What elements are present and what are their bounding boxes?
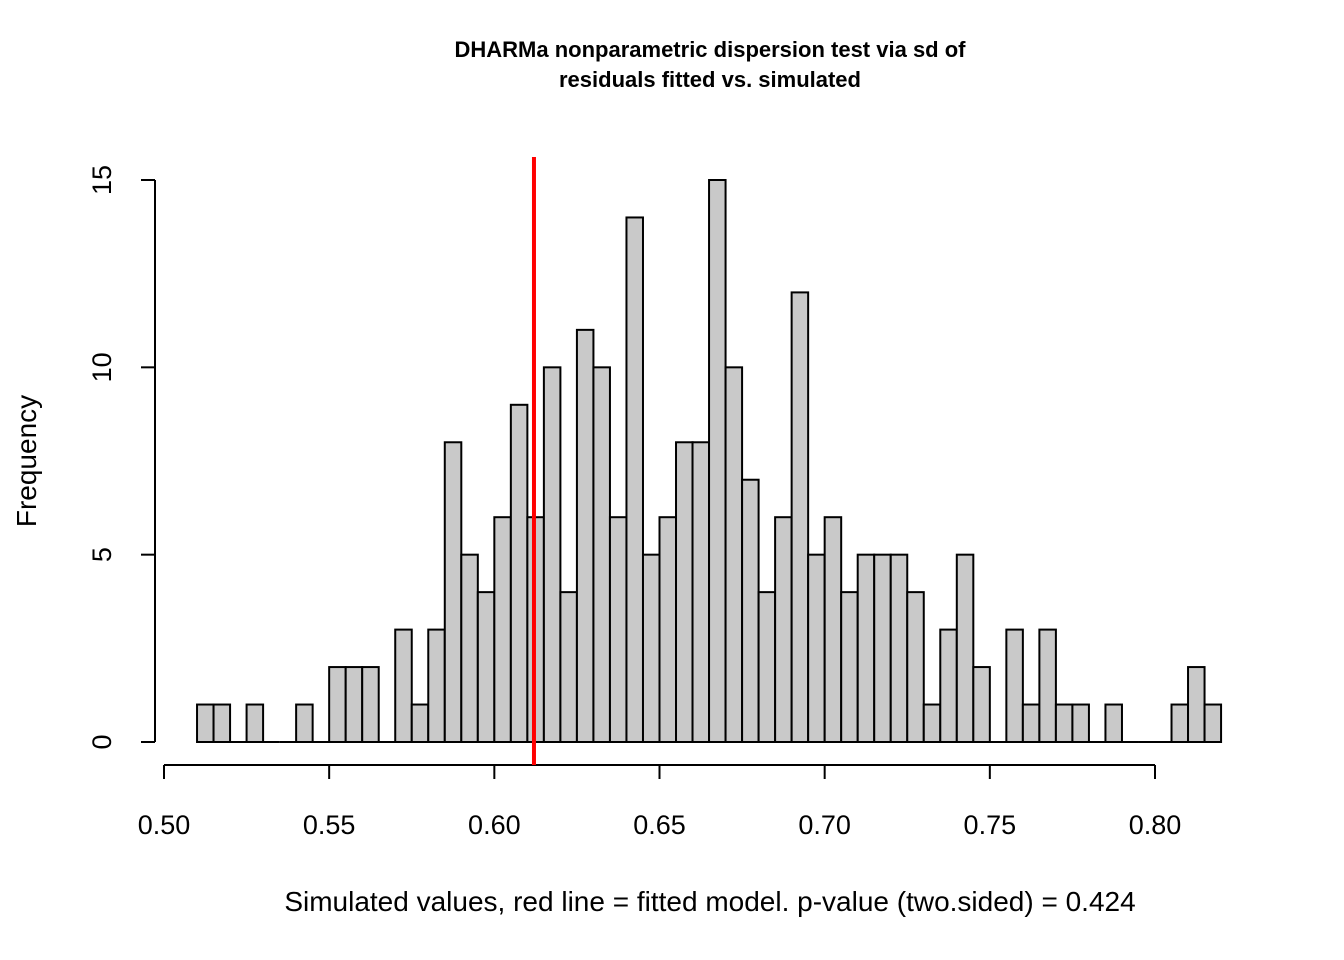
y-tick-label: 15 [87, 165, 117, 195]
x-tick-label: 0.50 [138, 810, 191, 840]
histogram-bar [460, 553, 479, 744]
x-tick-label: 0.55 [303, 810, 356, 840]
histogram-bar [394, 628, 413, 743]
histogram-bar [509, 403, 529, 743]
histogram-bar [1187, 666, 1206, 743]
chart-title-line-1: DHARMa nonparametric dispersion test via… [455, 37, 967, 62]
x-axis-label: Simulated values, red line = fitted mode… [284, 886, 1135, 917]
histogram-bar [1071, 703, 1090, 743]
histogram-bar [1038, 628, 1057, 743]
histogram-bar [807, 553, 826, 744]
histogram-bar [245, 703, 265, 743]
histogram-bar [625, 216, 644, 743]
bar-group [196, 179, 1223, 744]
histogram-bar [542, 366, 562, 743]
histogram-bar [295, 703, 314, 743]
histogram-bar [856, 553, 876, 744]
histogram-bar [757, 591, 777, 744]
y-tick-label: 10 [87, 352, 117, 382]
histogram-bar [212, 703, 232, 743]
histogram-bar [724, 366, 744, 743]
histogram-bar [410, 703, 430, 743]
histogram-bar [196, 703, 215, 743]
x-tick-label: 0.80 [1129, 810, 1182, 840]
histogram-bar [840, 591, 859, 744]
x-tick-label: 0.65 [633, 810, 686, 840]
histogram-bar [675, 441, 694, 743]
histogram-bar [608, 516, 628, 744]
histogram-bar [559, 591, 578, 744]
y-axis-label: Frequency [11, 395, 42, 527]
histogram-bar [972, 666, 991, 743]
histogram-bar [328, 666, 347, 743]
histogram-bar [691, 441, 711, 743]
histogram-bar [955, 553, 975, 744]
histogram-bar [774, 516, 793, 744]
histogram-bar [361, 666, 380, 743]
histogram-bar [1005, 628, 1024, 743]
histogram-bar [889, 553, 909, 744]
histogram-bar [493, 516, 512, 744]
x-tick-label: 0.75 [964, 810, 1017, 840]
y-axis: 0 5 10 15 [87, 165, 156, 750]
histogram-bar [427, 628, 446, 743]
histogram-bar [1054, 703, 1074, 743]
histogram-bar [1021, 703, 1041, 743]
histogram-bar [575, 328, 595, 743]
histogram-bar [641, 553, 661, 744]
chart-title-line-2: residuals fitted vs. simulated [559, 67, 861, 92]
x-tick-label: 0.60 [468, 810, 521, 840]
histogram-bar [939, 628, 958, 743]
histogram-bar [906, 591, 925, 744]
y-tick-label: 0 [87, 734, 117, 749]
y-tick-label: 5 [87, 547, 117, 562]
histogram-bar [873, 553, 892, 744]
histogram-bar [790, 291, 810, 743]
histogram-bar [443, 441, 463, 743]
histogram-bar [476, 591, 496, 744]
x-axis: 0.50 0.55 0.60 0.65 0.70 0.75 0.80 [138, 764, 1182, 840]
histogram-bar [592, 366, 611, 743]
histogram-bar [741, 478, 760, 743]
histogram-bar [823, 516, 843, 744]
histogram-bar [1170, 703, 1190, 743]
histogram-bar [922, 703, 942, 743]
histogram-bar [658, 516, 678, 744]
x-tick-label: 0.70 [798, 810, 851, 840]
histogram-bar [1203, 703, 1223, 743]
histogram-bar [1104, 703, 1123, 743]
histogram-bar [344, 666, 364, 743]
histogram-bar [708, 179, 727, 743]
